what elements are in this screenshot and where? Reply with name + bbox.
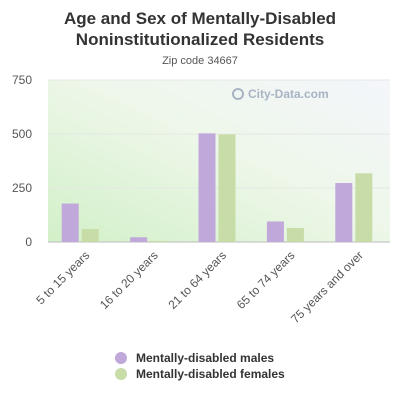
y-tick-label: 250	[12, 181, 32, 195]
x-tick-label: 65 to 74 years	[234, 248, 298, 312]
bar-males	[266, 221, 284, 242]
bar-females	[218, 134, 236, 242]
watermark-text: City-Data.com	[248, 87, 329, 101]
legend-swatch-males	[115, 352, 127, 364]
chart-subtitle: Zip code 34667	[162, 55, 238, 67]
legend-item-females: Mentally-disabled females	[115, 366, 285, 382]
bar-females	[81, 229, 99, 242]
y-tick-label: 750	[12, 73, 32, 87]
bar-males	[198, 133, 216, 242]
x-tick-label: 21 to 64 years	[165, 248, 229, 312]
bar-females	[150, 240, 168, 242]
watermark: City-Data.com	[232, 87, 329, 101]
bar-males	[130, 237, 148, 242]
magnifier-icon	[232, 88, 244, 100]
x-tick-label: 5 to 15 years	[33, 248, 92, 307]
chart-legend: Mentally-disabled males Mentally-disable…	[115, 350, 285, 382]
bar-females	[355, 173, 373, 242]
x-tick-label: 75 years and over	[288, 248, 366, 326]
y-tick-label: 500	[12, 127, 32, 141]
x-tick-label: 16 to 20 years	[97, 248, 161, 312]
y-tick-label: 0	[25, 235, 32, 249]
legend-label-females: Mentally-disabled females	[136, 367, 285, 381]
legend-swatch-females	[115, 368, 127, 380]
bar-females	[286, 227, 304, 242]
legend-item-males: Mentally-disabled males	[115, 350, 285, 366]
bar-males	[61, 203, 79, 242]
bar-males	[335, 183, 353, 242]
chart-title: Age and Sex of Mentally-Disabled Noninst…	[63, 9, 337, 49]
legend-label-males: Mentally-disabled males	[136, 351, 275, 365]
